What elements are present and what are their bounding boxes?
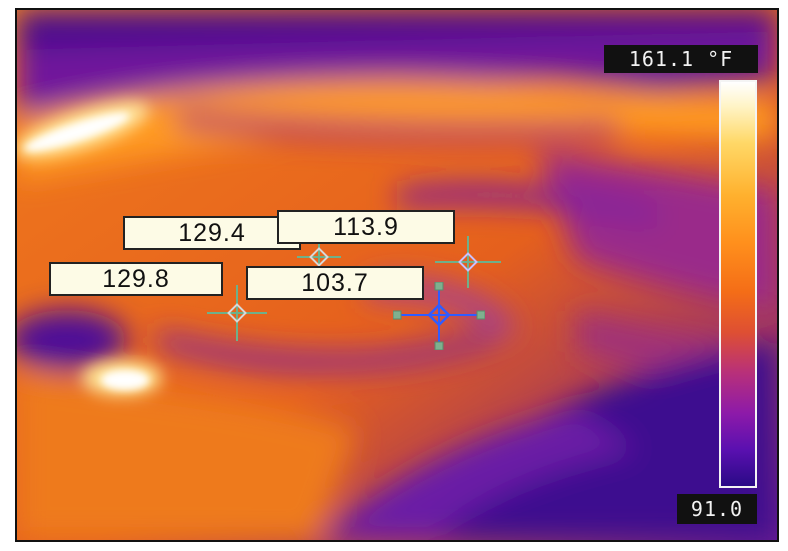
spot-label-2[interactable]: 113.9 bbox=[277, 210, 455, 244]
resize-handle-left bbox=[393, 310, 402, 320]
spot-marker-3[interactable] bbox=[207, 285, 267, 341]
spot-label-4[interactable]: 103.7 bbox=[246, 266, 424, 300]
color-scale-bar bbox=[719, 80, 757, 488]
thermal-image bbox=[17, 10, 777, 540]
resize-handle-bottom bbox=[434, 341, 444, 350]
spot-label-3[interactable]: 129.8 bbox=[49, 262, 223, 296]
resize-handle-right bbox=[476, 310, 485, 320]
scale-min-label: 91.0 bbox=[677, 494, 757, 524]
thermal-image-frame: 161.1 °F 91.0 129.4 113.9 129.8 103.7 bbox=[15, 8, 779, 542]
resize-handle-top bbox=[434, 282, 444, 291]
spot-marker-4-selected[interactable] bbox=[393, 282, 485, 350]
scale-max-label: 161.1 °F bbox=[604, 45, 758, 73]
spot-marker-2[interactable] bbox=[435, 236, 501, 288]
spot-label-1[interactable]: 129.4 bbox=[123, 216, 301, 250]
